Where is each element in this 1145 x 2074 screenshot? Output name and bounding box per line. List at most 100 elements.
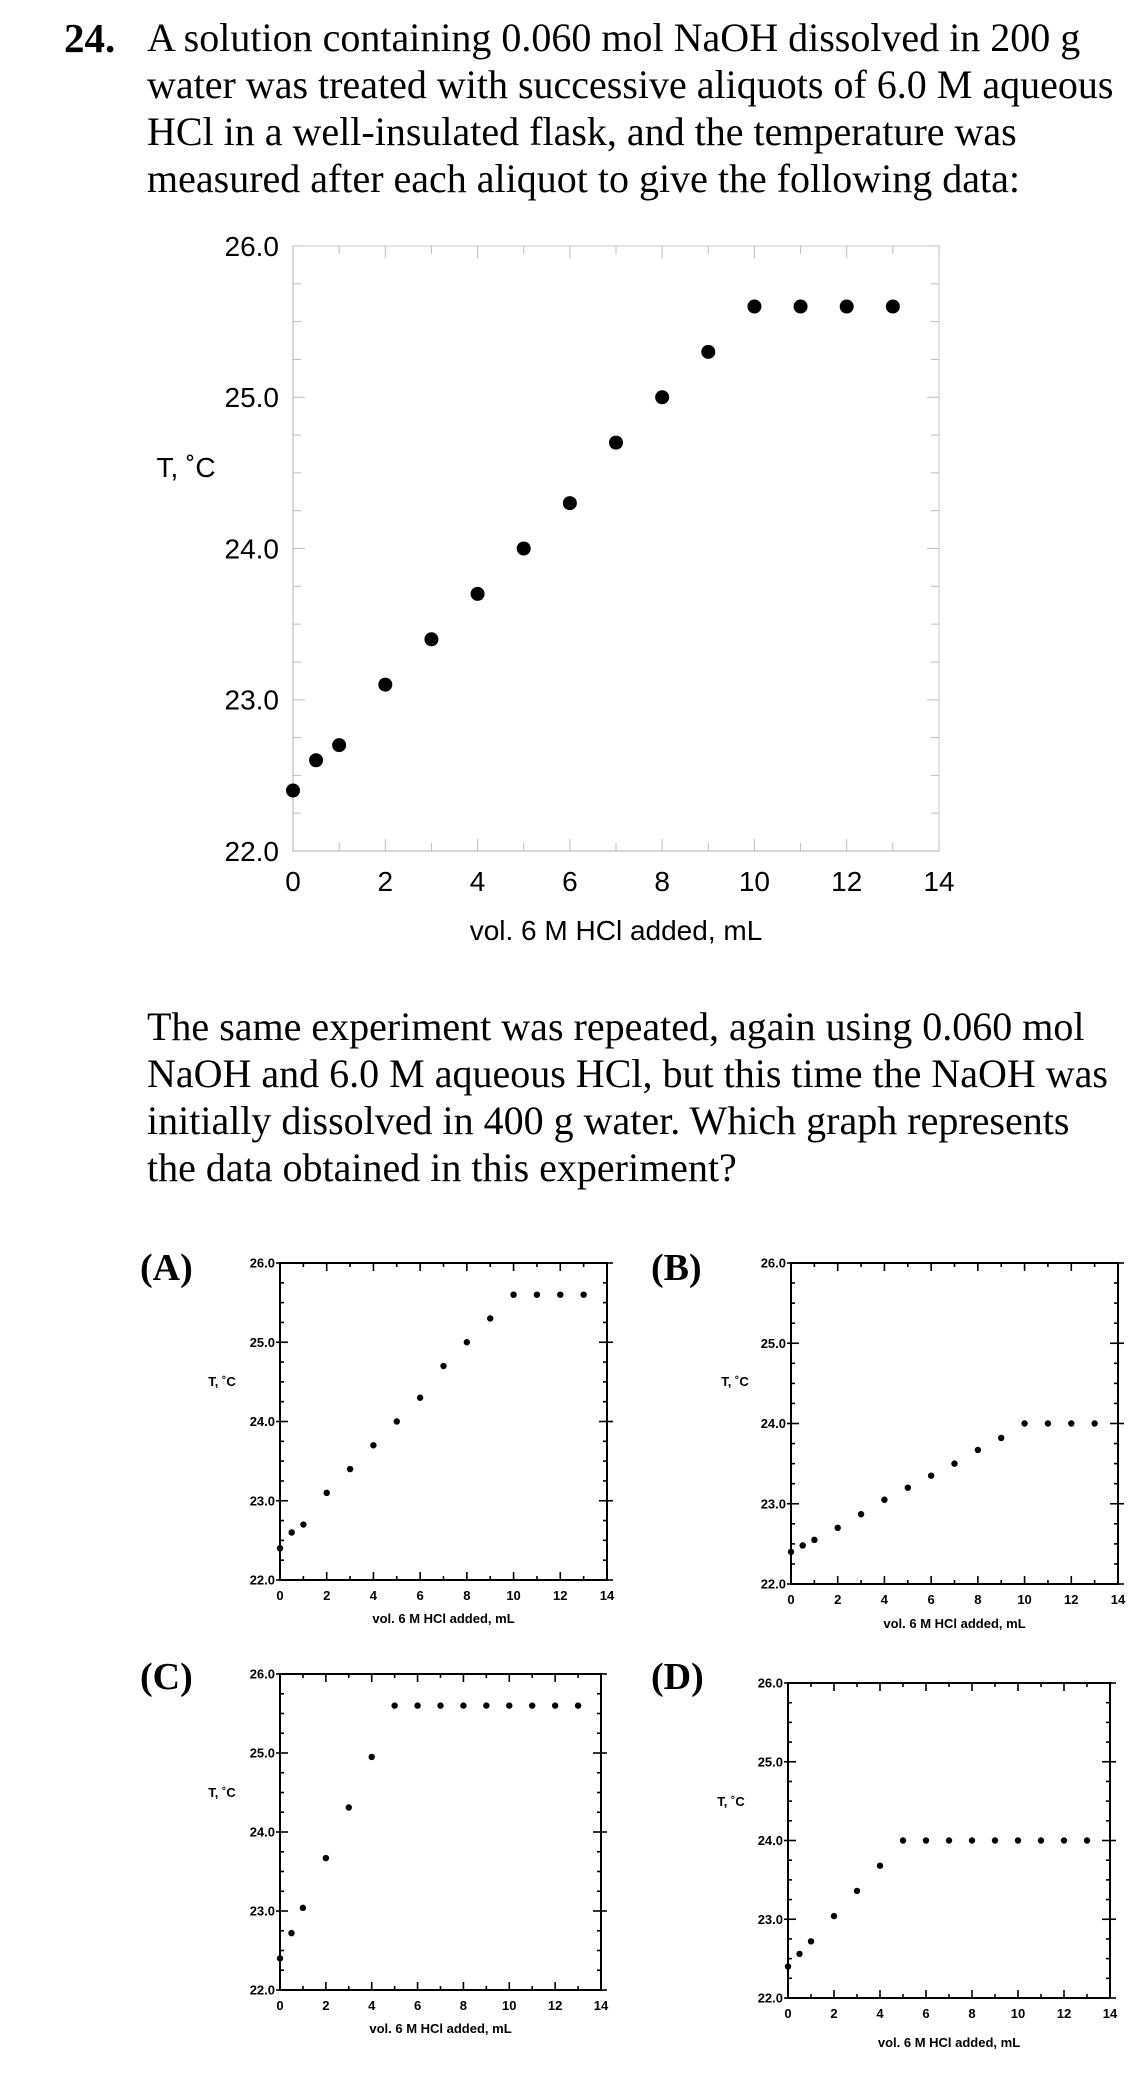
x-tick-label: 6 — [414, 1998, 421, 2013]
data-point — [991, 1837, 999, 1844]
chart-D: 0 2 4 6 8 10 12 14 22.0 23.0 24.0 25.0 26.0 vol. 6 M … — [717, 1676, 1118, 2050]
stem-line: water was treated with successive aliquo… — [147, 62, 1114, 107]
plot-frame — [279, 1262, 608, 1581]
data-point — [609, 435, 623, 450]
choice-a-label[interactable]: (A) — [140, 1247, 193, 1289]
data-point — [424, 632, 439, 647]
x-tick-label: 14 — [923, 866, 954, 897]
y-tick-label: 24.0 — [758, 1833, 783, 1848]
data-point — [945, 1837, 953, 1844]
choice-c-label[interactable]: (C) — [140, 1656, 193, 1698]
data-point — [811, 1536, 818, 1544]
data-point — [807, 1938, 815, 1945]
x-tick-label: 12 — [548, 1998, 562, 2013]
data-point — [506, 1702, 513, 1709]
y-tick-label: 25.0 — [225, 382, 280, 413]
x-tick-label: 10 — [739, 866, 770, 897]
x-tick-label: 0 — [784, 2006, 791, 2021]
followup-question: The same experiment was repeated, again … — [147, 1003, 1108, 1191]
x-tick-label: 4 — [881, 1592, 889, 1607]
y-tick-label: 26.0 — [761, 1256, 786, 1271]
x-tick-label: 2 — [377, 866, 393, 897]
x-tick-label: 0 — [276, 1998, 283, 2013]
plot-frame — [292, 245, 940, 852]
data-point — [487, 1315, 494, 1322]
y-tick-label: 26.0 — [758, 1676, 783, 1691]
data-point — [414, 1702, 421, 1709]
x-tick-label: 12 — [831, 866, 862, 897]
data-point — [1083, 1837, 1091, 1844]
x-tick-label: 4 — [368, 1998, 376, 2013]
x-tick-label: 14 — [1103, 2006, 1118, 2021]
y-tick-label: 23.0 — [761, 1496, 786, 1511]
x-tick-label: 4 — [470, 866, 486, 897]
x-tick-label: 6 — [562, 866, 578, 897]
data-point — [460, 1702, 467, 1709]
data-point — [437, 1702, 444, 1709]
data-point — [784, 1963, 792, 1970]
x-tick-label: 10 — [506, 1588, 520, 1603]
choice-b-label[interactable]: (B) — [651, 1247, 702, 1289]
x-tick-label: 0 — [285, 866, 301, 897]
data-point — [345, 1804, 352, 1811]
stem-line: HCl in a well-insulated flask, and the t… — [147, 109, 1017, 154]
data-point — [393, 1418, 400, 1425]
x-tick-label: 8 — [463, 1588, 470, 1603]
data-point — [1044, 1420, 1052, 1427]
data-point — [533, 1291, 541, 1298]
y-tick-label: 26.0 — [250, 1256, 275, 1271]
y-tick-label: 22.0 — [758, 1991, 783, 2006]
plot-frame — [279, 1673, 602, 1991]
y-tick-label: 25.0 — [758, 1754, 783, 1769]
x-tick-label: 10 — [1017, 1592, 1031, 1607]
followup-line: the data obtained in this experiment? — [147, 1145, 737, 1190]
data-point — [1014, 1837, 1022, 1844]
x-tick-label: 2 — [322, 1998, 329, 2013]
data-point — [309, 753, 324, 768]
y-axis-label: T, ˚C — [721, 1374, 749, 1389]
data-point — [899, 1837, 907, 1844]
data-point — [904, 1484, 911, 1491]
y-tick-label: 24.0 — [250, 1414, 275, 1429]
data-point — [885, 299, 900, 314]
data-point — [483, 1702, 490, 1709]
data-point — [391, 1702, 398, 1709]
y-tick-label: 25.0 — [250, 1335, 275, 1350]
x-tick-label: 4 — [876, 2006, 884, 2021]
data-point — [1068, 1420, 1075, 1427]
x-tick-label: 6 — [922, 2006, 929, 2021]
x-tick-label: 10 — [502, 1998, 516, 2013]
x-tick-label: 8 — [654, 866, 670, 897]
data-point — [881, 1496, 888, 1503]
y-axis-label: T, ˚C — [208, 1374, 236, 1389]
y-tick-label: 22.0 — [761, 1577, 786, 1592]
x-tick-label: 2 — [323, 1588, 330, 1603]
data-point — [276, 1545, 284, 1552]
data-point — [922, 1837, 930, 1844]
chart-A: 0 2 4 6 8 10 12 14 22.0 23.0 24.0 25.0 26.0 vol. 6 M … — [208, 1256, 615, 1626]
question-stem: A solution containing 0.060 mol NaOH dis… — [147, 14, 1113, 202]
x-axis-label: vol. 6 M HCl added, mL — [883, 1616, 1025, 1631]
followup-line: initially dissolved in 400 g water. Whic… — [147, 1098, 1070, 1143]
data-point — [1091, 1420, 1098, 1427]
data-point — [370, 1442, 377, 1449]
data-point — [876, 1862, 884, 1869]
x-tick-label: 12 — [553, 1588, 567, 1603]
data-point — [551, 1702, 559, 1709]
data-point — [747, 299, 762, 314]
y-tick-label: 23.0 — [225, 685, 280, 716]
data-point — [799, 1542, 806, 1549]
y-tick-label: 22.0 — [225, 836, 280, 867]
data-point — [516, 541, 531, 556]
choice-d-label[interactable]: (D) — [651, 1656, 704, 1698]
followup-line: The same experiment was repeated, again … — [147, 1004, 1085, 1049]
y-tick-label: 25.0 — [761, 1336, 786, 1351]
data-point — [562, 496, 577, 511]
x-tick-label: 14 — [594, 1998, 609, 2013]
x-tick-label: 4 — [370, 1588, 378, 1603]
x-tick-label: 2 — [830, 2006, 837, 2021]
data-point — [510, 1291, 517, 1298]
data-point — [974, 1446, 982, 1454]
stem-line: A solution containing 0.060 mol NaOH dis… — [147, 15, 1081, 60]
